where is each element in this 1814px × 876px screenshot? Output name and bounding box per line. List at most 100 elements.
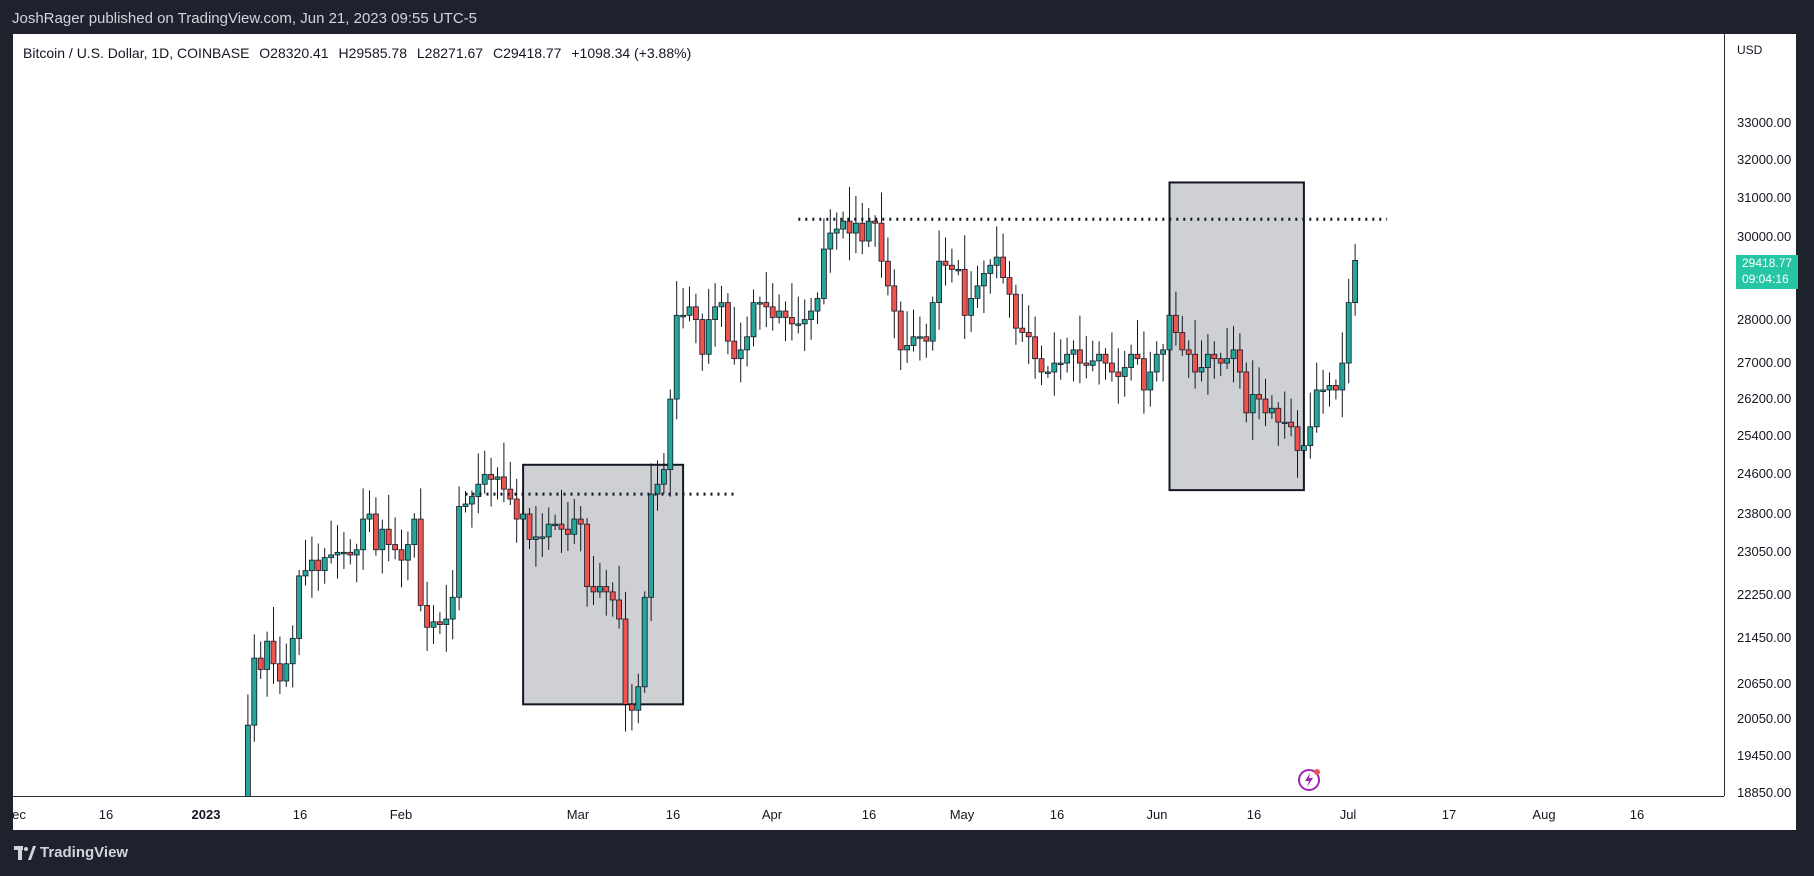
tradingview-logo-icon: [14, 846, 36, 861]
candle-down: [1243, 371, 1250, 414]
time-tick-label: Feb: [389, 807, 413, 822]
candle-up: [1224, 358, 1230, 364]
candle-down: [609, 591, 616, 601]
publish-info: JoshRager published on TradingView.com, …: [12, 10, 478, 27]
candle-up: [1313, 389, 1320, 428]
candle-down: [782, 310, 789, 318]
candle-up: [1045, 371, 1051, 374]
candle-down: [500, 476, 507, 490]
candle-down: [1019, 327, 1026, 333]
candle-up: [264, 640, 271, 670]
price-tick-label: 30000.00: [1737, 229, 1792, 245]
candle-down: [622, 618, 629, 705]
price-tick-label: 20050.00: [1737, 711, 1792, 727]
price-tick-label: 23050.00: [1737, 544, 1792, 560]
candle-up: [494, 476, 501, 480]
time-tick-label: Aug: [1532, 807, 1556, 822]
candle-up: [987, 264, 994, 274]
candle-down: [1025, 332, 1032, 338]
candle-up: [404, 544, 411, 561]
candle-up: [481, 474, 488, 485]
candle-down: [1141, 358, 1147, 391]
candle-down: [923, 336, 930, 342]
candle-up: [757, 302, 763, 305]
candle-down: [270, 640, 277, 665]
candle-down: [1192, 353, 1198, 373]
time-tick-label: ec: [12, 807, 26, 822]
candle-down: [1333, 385, 1339, 391]
candle-down: [897, 310, 904, 351]
candle-up: [744, 336, 750, 351]
candle-up: [974, 285, 981, 299]
candle-up: [1205, 353, 1211, 368]
candle-up: [840, 220, 846, 230]
candle-up: [468, 496, 475, 505]
symbol-name[interactable]: Bitcoin / U.S. Dollar, 1D, COINBASE: [23, 45, 250, 61]
candle-up: [1160, 349, 1166, 355]
symbol-legend: Bitcoin / U.S. Dollar, 1D, COINBASE O283…: [23, 45, 697, 61]
tradingview-logo[interactable]: TradingView: [14, 844, 128, 861]
time-tick-label: Jun: [1146, 807, 1168, 822]
price-axis[interactable]: USD 33000.00 32000.00 31000.00 30000.00 2800…: [1724, 34, 1798, 800]
time-axis[interactable]: ec 16 2023 16 Feb Mar 16 Apr 16 May 16 Jun 16 Jul 17 Au…: [12, 796, 1724, 831]
candle-down: [731, 340, 738, 360]
candle-up: [821, 248, 827, 299]
candle-up: [936, 260, 942, 304]
candle-up: [1269, 407, 1275, 414]
tradingview-logo-text: TradingView: [40, 844, 129, 861]
candle-up: [308, 559, 315, 572]
candle-down: [1038, 358, 1045, 373]
time-tick-label: 16: [1629, 807, 1645, 822]
candle-down: [1006, 277, 1013, 295]
ohlc-close: C29418.77: [492, 45, 562, 61]
candle-down: [1083, 362, 1090, 366]
price-tick-label: 18850.00: [1737, 785, 1792, 800]
candle-down: [603, 586, 610, 593]
candle-down: [315, 559, 322, 572]
candle-down: [1134, 353, 1141, 360]
candle-down: [584, 523, 590, 587]
candle-up: [680, 314, 686, 318]
candle-down: [1000, 256, 1006, 278]
candle-up: [456, 506, 463, 598]
time-tick-label: 16: [1246, 807, 1262, 822]
price-tick-label: 21450.00: [1737, 630, 1792, 646]
candle-down: [526, 513, 533, 540]
flash-icon[interactable]: [1296, 766, 1324, 794]
candle-down: [629, 703, 635, 711]
candle-up: [661, 469, 667, 485]
candle-up: [334, 551, 341, 556]
candle-up: [1345, 302, 1352, 364]
price-tick-label: 28000.00: [1737, 311, 1792, 327]
candle-up: [654, 483, 661, 495]
footer-bar: TradingView: [0, 830, 1814, 876]
candle-up: [251, 657, 258, 726]
candle-up: [648, 493, 654, 598]
candle-down: [1294, 426, 1301, 451]
candle-up: [1281, 421, 1288, 425]
price-tick-label: 27000.00: [1737, 355, 1792, 371]
ohlc-low: L28271.67: [416, 45, 484, 61]
price-tick-label: 31000.00: [1737, 189, 1792, 205]
price-tick-label: 24600.00: [1737, 466, 1792, 482]
candle-up: [1166, 314, 1173, 351]
candle-down: [590, 586, 597, 593]
candle-up: [1051, 362, 1058, 373]
currency-label[interactable]: USD: [1737, 43, 1763, 57]
candle-up: [750, 302, 757, 338]
candle-up: [1307, 426, 1314, 447]
candle-down: [424, 604, 431, 628]
price-tick-label: 22250.00: [1737, 586, 1792, 602]
price-chart[interactable]: [13, 34, 1724, 796]
candle-down: [872, 220, 878, 224]
chart-frame[interactable]: Bitcoin / U.S. Dollar, 1D, COINBASE O283…: [12, 34, 1798, 831]
candle-up: [539, 536, 546, 539]
candle-down: [1179, 332, 1186, 351]
candle-down: [763, 302, 770, 308]
candle-up: [705, 319, 712, 355]
candle-down: [372, 513, 379, 551]
candle-down: [436, 621, 443, 625]
highlight-box: [1168, 181, 1305, 492]
candle-up: [1121, 367, 1128, 377]
candle-up: [686, 306, 693, 316]
